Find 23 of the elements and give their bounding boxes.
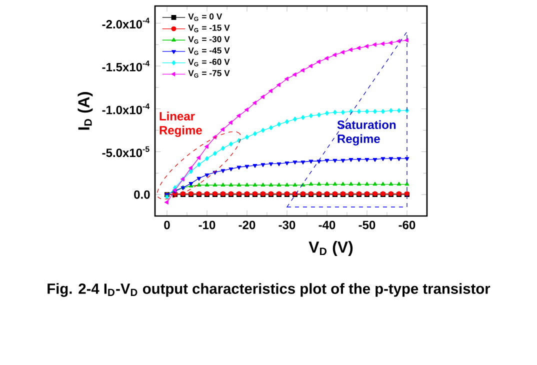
legend-label: V$_{G}$ = -60 V	[188, 58, 230, 66]
y-tick-label: 0.0	[134, 190, 150, 199]
x-tick-label: -10	[198, 220, 216, 230]
y-tick-label: -5.0x10$^{-5}$	[102, 146, 150, 158]
annotation: Saturation Regime	[337, 120, 396, 146]
legend-label: V$_{G}$ = -15 V	[188, 24, 230, 32]
x-tick-label: -50	[358, 220, 376, 230]
x-tick-label: -60	[398, 220, 416, 230]
x-axis-title: V$_{D}$ (V)	[308, 241, 353, 256]
x-tick-label: -20	[238, 220, 256, 230]
y-tick-label: -2.0x10$^{-4}$	[102, 18, 150, 29]
x-tick-label: -40	[318, 220, 336, 230]
annotation: Linear Regime	[160, 112, 202, 137]
x-tick-label: 0	[164, 220, 170, 230]
legend-label: V$_{G}$ = -45 V	[188, 47, 230, 55]
x-tick-label: -30	[278, 220, 296, 230]
legend-label: V$_{G}$ = -75 V	[188, 70, 230, 78]
caption: Fig. 2-4 I$_{D}$-V$_{D}$ output characteristics plot of the p-type transistor	[48, 283, 490, 297]
y-tick-label: -1.0x10$^{-4}$	[102, 104, 150, 114]
legend-label: V$_{G}$ = -30 V	[188, 36, 230, 44]
y-axis-title: I$_{D}$ (A)	[78, 92, 93, 130]
legend-label: V$_{G}$ = 0 V	[188, 13, 222, 22]
y-tick-label: -1.5x10$^{-4}$	[102, 60, 150, 72]
